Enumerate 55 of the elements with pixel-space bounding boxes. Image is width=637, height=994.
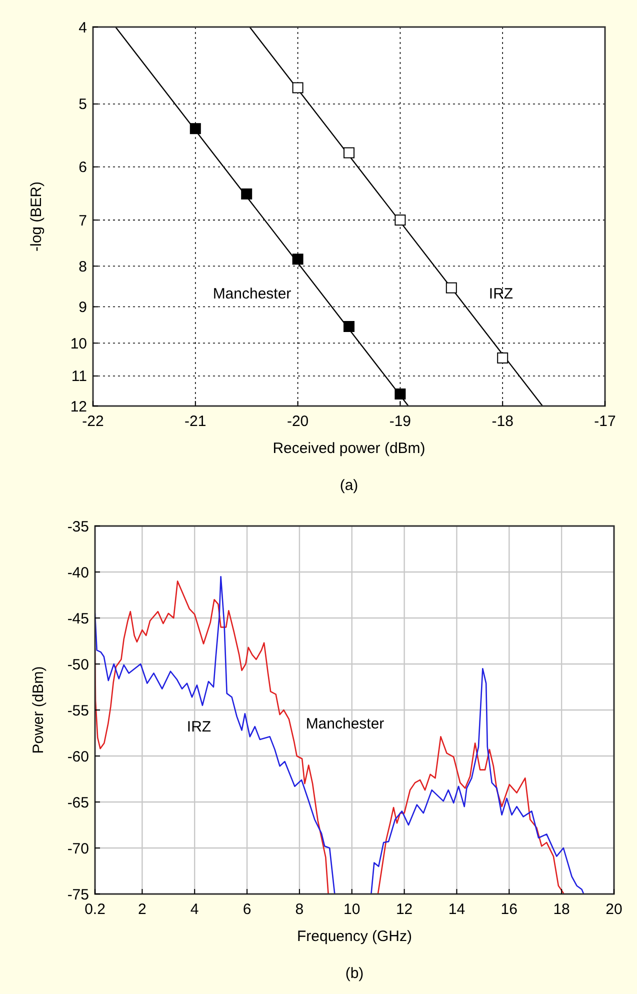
x-axis-title: Frequency (GHz): [296, 928, 412, 945]
point: [190, 123, 201, 134]
y-tick-label: 10: [70, 335, 87, 352]
y-axis-title: Power (dBm): [30, 666, 47, 754]
y-tick-label: 8: [78, 258, 87, 276]
text: IRZ: [488, 285, 514, 302]
series-label: IRZ: [186, 718, 212, 736]
y-tick-label: -65: [67, 794, 89, 812]
x-tick-label: 18: [553, 901, 570, 918]
x-tick-label: 0.2: [84, 901, 106, 918]
point: [241, 188, 252, 200]
y-tick-label: -70: [67, 840, 89, 858]
y-tick-label: 12: [70, 398, 87, 416]
x-tick-label: 16: [500, 901, 518, 918]
y-tick-label: 9: [78, 299, 87, 316]
x-tick-label: -21: [184, 413, 206, 430]
x-tick-label: 4: [190, 901, 199, 918]
point: [292, 254, 304, 265]
point: [344, 147, 354, 158]
y-tick-label: -45: [67, 610, 89, 628]
series-label: Manchester: [306, 715, 384, 732]
text: (a): [340, 477, 358, 494]
point: [292, 82, 304, 94]
series-label: Manchester: [212, 285, 292, 302]
y-tick-label: 6: [78, 159, 87, 176]
x-tick-label: 20: [606, 901, 622, 918]
y-tick-label: 7: [78, 212, 87, 230]
x-tick-label: -18: [492, 413, 514, 430]
point: [344, 320, 354, 332]
y-tick-label: -55: [67, 702, 89, 720]
x-tick-label: 8: [295, 901, 304, 918]
x-tick-label: 14: [448, 901, 466, 918]
x-tick-label: 2: [138, 901, 146, 918]
x-tick-label: -20: [286, 413, 309, 430]
x-axis-title: Received power (dBm): [272, 440, 426, 457]
point: [394, 214, 406, 226]
x-tick-label: 12: [396, 901, 413, 918]
y-tick-label: -40: [67, 564, 89, 582]
y-tick-label: -75: [67, 886, 89, 904]
y-tick-label: -50: [67, 656, 89, 674]
y-tick-label: -35: [67, 518, 89, 536]
x-tick-label: -22: [82, 413, 104, 430]
x-tick-label: 6: [242, 901, 252, 918]
y-axis-title: -log (BER): [28, 181, 45, 252]
text: (b): [345, 965, 364, 982]
y-tick-label: 11: [71, 368, 87, 386]
y-tick-label: -60: [67, 748, 89, 766]
point: [497, 352, 508, 364]
x-tick-label: -19: [389, 413, 412, 430]
point: [394, 388, 406, 400]
x-tick-label: 10: [344, 901, 360, 918]
y-tick-label: 4: [78, 19, 87, 36]
x-tick-label: -17: [594, 413, 616, 430]
y-tick-label: 5: [78, 96, 87, 114]
point: [446, 282, 457, 294]
